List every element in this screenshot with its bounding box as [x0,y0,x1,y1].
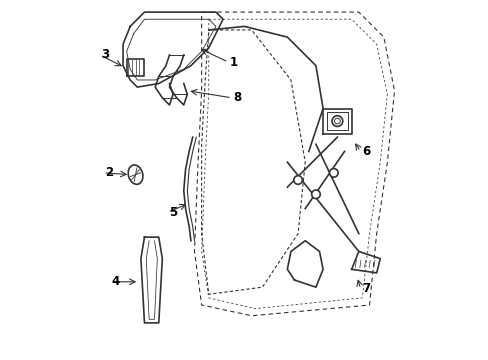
Text: 3: 3 [101,49,109,62]
Text: 7: 7 [361,283,369,296]
Circle shape [293,176,302,184]
Text: 6: 6 [361,145,369,158]
Text: 5: 5 [168,206,177,219]
Text: 8: 8 [233,91,241,104]
Text: 4: 4 [112,275,120,288]
Circle shape [311,190,320,199]
Circle shape [329,168,337,177]
Text: 2: 2 [104,166,113,179]
Text: 1: 1 [229,55,237,69]
